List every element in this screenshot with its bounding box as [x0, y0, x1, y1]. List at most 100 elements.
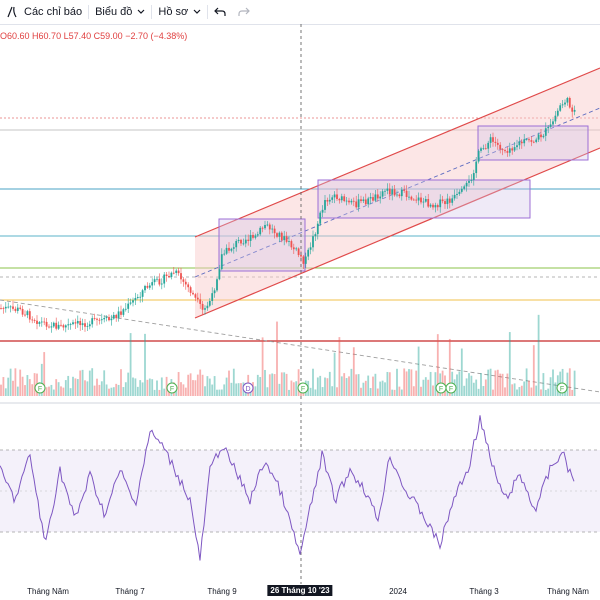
ohlc-change: −2.70 (−4.38%)	[125, 31, 188, 41]
candle-body	[573, 109, 576, 112]
candle-body	[475, 161, 478, 174]
earnings-marker[interactable]: D	[242, 382, 254, 394]
volume-bar	[523, 381, 526, 396]
candle-body	[98, 319, 101, 321]
volume-bar	[364, 380, 367, 396]
volume-bar	[549, 377, 552, 396]
candle-body	[228, 247, 230, 251]
volume-bar	[384, 382, 386, 396]
candle-body	[381, 191, 384, 197]
candle-body	[549, 124, 552, 127]
volume-bar	[204, 386, 206, 396]
volume-bar	[333, 352, 336, 396]
candle-body	[64, 325, 67, 328]
volume-bar	[40, 363, 43, 396]
volume-bar	[544, 389, 547, 396]
volume-bar	[84, 380, 86, 396]
redo-icon	[238, 7, 251, 17]
volume-bar	[460, 348, 463, 396]
volume-bar	[393, 389, 396, 396]
volume-bar	[314, 389, 317, 396]
channel-upper-line[interactable]	[194, 67, 600, 238]
volume-bar	[525, 368, 528, 396]
trend-line[interactable]	[0, 299, 600, 393]
candle-body	[453, 194, 456, 199]
profile-menu-button[interactable]: Hồ sơ	[152, 0, 207, 24]
candle-body	[439, 199, 442, 208]
candle-body	[127, 303, 130, 309]
candle-body	[360, 199, 362, 202]
volume-bar	[571, 389, 574, 396]
volume-bar	[146, 379, 149, 396]
candle-body	[180, 273, 182, 280]
candle-body	[273, 228, 276, 234]
volume-bar	[369, 388, 372, 396]
volume-bar	[420, 386, 422, 396]
svg-text:F: F	[38, 386, 42, 393]
volume-bar	[194, 380, 197, 396]
volume-bar	[19, 369, 22, 396]
dividend-marker[interactable]: F	[34, 382, 46, 394]
toolbar-divider	[88, 5, 90, 19]
candle-body	[309, 247, 312, 250]
dividend-marker[interactable]: F	[297, 382, 309, 394]
volume-bar	[355, 374, 358, 396]
candle-body	[79, 320, 82, 326]
volume-bar	[24, 385, 26, 396]
volume-bar	[492, 389, 494, 396]
volume-bar	[7, 377, 10, 396]
candle-body	[554, 115, 557, 122]
candle-body	[316, 223, 319, 235]
candle-body	[88, 324, 91, 327]
volume-bar	[268, 374, 271, 396]
candle-body	[340, 196, 343, 201]
candle-body	[43, 321, 46, 323]
volume-bar	[48, 386, 50, 396]
candle-body	[542, 135, 545, 138]
candle-body	[355, 201, 358, 208]
channel-lower-line[interactable]	[194, 147, 600, 319]
candle-body	[237, 239, 240, 241]
candle-body	[213, 290, 216, 294]
price-chart-canvas[interactable]: F F D F F F F	[0, 0, 600, 584]
volume-bar	[367, 375, 370, 396]
consolidation-box[interactable]	[477, 125, 589, 161]
volume-bar	[528, 380, 530, 396]
volume-bar	[129, 333, 132, 396]
indicators-button[interactable]: Các chỉ báo	[0, 0, 88, 24]
consolidation-box[interactable]	[317, 179, 531, 219]
undo-button[interactable]	[208, 0, 232, 24]
dividend-marker[interactable]: F	[435, 382, 447, 394]
candle-body	[283, 236, 286, 241]
volume-bar	[177, 372, 180, 396]
candle-body	[326, 200, 329, 202]
channel-median-line[interactable]	[194, 107, 600, 278]
volume-bar	[309, 387, 312, 396]
dividend-marker[interactable]: F	[445, 382, 457, 394]
volume-bar	[537, 314, 540, 396]
volume-bar	[487, 369, 490, 396]
volume-bar	[16, 386, 19, 396]
candle-body	[518, 141, 521, 146]
dividend-marker[interactable]: F	[556, 382, 568, 394]
candle-body	[67, 324, 70, 326]
candle-body	[564, 102, 566, 105]
volume-bar	[424, 377, 427, 396]
time-axis[interactable]: Tháng Năm Tháng 7 Tháng 9 26 Tháng 10 '2…	[0, 584, 600, 600]
chart-menu-button[interactable]: Biểu đồ	[89, 0, 151, 24]
rsi-line[interactable]	[0, 415, 575, 561]
dividend-marker[interactable]: F	[166, 382, 178, 394]
volume-bar	[240, 383, 242, 396]
candle-body	[484, 148, 487, 150]
candle-body	[242, 243, 245, 245]
candle-body	[206, 305, 209, 309]
chart-toolbar: Các chỉ báo Biểu đồ Hồ sơ	[0, 0, 600, 25]
volume-bar	[324, 377, 326, 396]
candle-body	[204, 308, 206, 310]
redo-button[interactable]	[232, 0, 256, 24]
volume-bar	[88, 370, 91, 396]
candle-body	[496, 142, 499, 145]
candle-body	[218, 269, 221, 280]
candle-body	[417, 197, 420, 201]
volume-bar	[122, 387, 125, 396]
